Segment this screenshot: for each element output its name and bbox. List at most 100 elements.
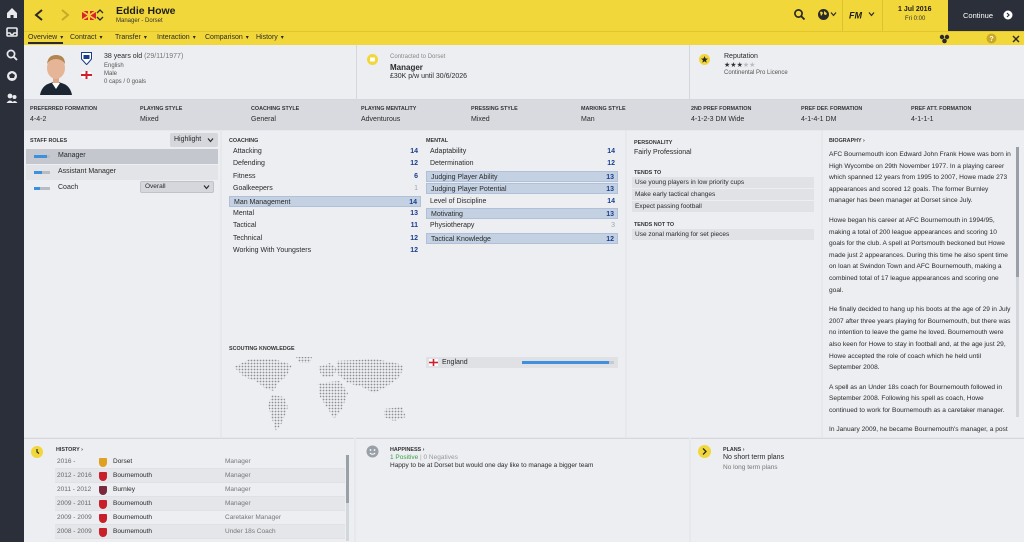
coaching-row[interactable]: Attacking 14	[229, 146, 421, 157]
coaching-row[interactable]: Technical 12	[229, 233, 421, 244]
tab-interaction[interactable]: Interaction ▾	[157, 34, 196, 41]
tends-not-title: TENDS NOT TO	[634, 222, 675, 228]
coaching-row[interactable]: Goalkeepers 1	[229, 183, 421, 194]
history-club[interactable]: Bournemouth	[113, 472, 153, 479]
history-scrollbar[interactable]	[346, 455, 349, 541]
fm-logo-icon[interactable]: FM	[849, 10, 865, 21]
continue-button[interactable]: Continue	[948, 0, 1024, 31]
history-club[interactable]: Bournemouth	[113, 528, 153, 535]
role-row-coach[interactable]: Coach	[26, 181, 218, 196]
inbox-icon[interactable]	[5, 25, 19, 39]
search-icon[interactable]	[793, 8, 806, 21]
game-time: Fri 0:00	[905, 16, 926, 22]
mental-row[interactable]: Judging Player Ability 13	[426, 170, 618, 182]
mental-value: 12	[606, 235, 614, 243]
globe-icon[interactable]	[817, 8, 830, 21]
search-icon[interactable]	[5, 48, 19, 62]
back-arrow-icon[interactable]	[34, 9, 44, 21]
history-row[interactable]: 2008 - 2009 Bournemouth Under 18s Coach	[55, 525, 345, 539]
mental-value: 13	[606, 173, 614, 181]
chevron-down-icon: ▾	[143, 35, 147, 41]
history-row[interactable]: 2009 - 2009 Bournemouth Caretaker Manager	[55, 511, 345, 525]
help-icon[interactable]: ?	[986, 33, 997, 44]
biography-paragraph: A spell as an Under 18s coach for Bourne…	[829, 383, 1005, 414]
mental-row[interactable]: Level of Discipline 14	[426, 196, 618, 207]
history-title[interactable]: HISTORY ›	[56, 447, 83, 453]
tendency-item: Use young players in low priority cups	[632, 177, 814, 188]
history-club[interactable]: Burnley	[113, 486, 136, 493]
history-club[interactable]: Dorset	[113, 458, 133, 465]
rating-star-icon: ★	[749, 62, 756, 69]
chevron-updown-icon[interactable]	[96, 8, 104, 22]
attr-label: COACHING STYLE	[251, 106, 300, 112]
plans-title[interactable]: PLANS ›	[723, 447, 745, 453]
coaching-row[interactable]: Working With Youngsters 12	[229, 245, 421, 256]
contract-icon	[367, 54, 378, 65]
reputation-stars: ★★★★★	[724, 61, 764, 69]
history-role: Under 18s Coach	[225, 528, 276, 535]
tab-label: Interaction	[157, 34, 190, 41]
coaching-row[interactable]: Man Management 14	[229, 195, 421, 207]
tab-transfer[interactable]: Transfer ▾	[115, 34, 147, 41]
history-row[interactable]: 2012 - 2016 Bournemouth Manager	[55, 469, 345, 483]
history-role: Caretaker Manager	[225, 514, 281, 521]
history-club[interactable]: Bournemouth	[113, 514, 153, 521]
biography-paragraph: He finally decided to hang up his boots …	[829, 306, 1011, 372]
home-icon[interactable]	[5, 6, 19, 20]
happiness-title[interactable]: HAPPINESS ›	[390, 447, 425, 453]
chevron-down-icon[interactable]	[830, 11, 837, 17]
mental-row[interactable]: Adaptability 14	[426, 146, 618, 157]
role-row-assistant-manager[interactable]: Assistant Manager	[26, 165, 218, 180]
scouting-icon[interactable]	[5, 69, 19, 83]
biography-title[interactable]: BIOGRAPHY ›	[829, 138, 865, 144]
mental-row[interactable]: Tactical Knowledge 12	[426, 232, 618, 244]
history-role: Manager	[225, 472, 251, 479]
chevron-down-icon	[207, 138, 214, 143]
chevron-down-icon[interactable]	[868, 11, 875, 17]
tab-overview[interactable]: Overview ▾	[28, 34, 64, 44]
role-row-manager[interactable]: Manager	[26, 149, 218, 164]
profile-header: 38 years old (29/11/1977) English Male 0…	[24, 45, 1024, 100]
coaching-row[interactable]: Tactical 11	[229, 220, 421, 231]
svg-text:FM: FM	[849, 11, 862, 21]
history-row[interactable]: 2009 - 2011 Bournemouth Manager	[55, 497, 345, 511]
coach-category-select[interactable]: Overall	[140, 181, 214, 193]
biography-paragraph: AFC Bournemouth icon Edward John Frank H…	[829, 151, 1011, 205]
dob: (29/11/1977)	[144, 53, 184, 60]
sub-tab-bar: Overview ▾ Contract ▾ Transfer ▾ Interaction ▾ C…	[24, 31, 1024, 45]
history-row[interactable]: 2011 - 2012 Burnley Manager	[55, 483, 345, 497]
history-list: 2016 - Dorset Manager 2012 - 2016 Bournemout…	[55, 455, 345, 542]
attr-label: PLAYING STYLE	[140, 106, 183, 112]
attr-label: PREFERRED FORMATION	[30, 106, 97, 112]
mental-row[interactable]: Determination 12	[426, 158, 618, 169]
tends-to-title: TENDS TO	[634, 170, 662, 176]
history-club[interactable]: Bournemouth	[113, 500, 153, 507]
mental-row[interactable]: Physiotherapy 3	[426, 220, 618, 231]
tab-comparison[interactable]: Comparison ▾	[205, 34, 249, 41]
tab-contract[interactable]: Contract ▾	[70, 34, 102, 41]
coaching-label: Fitness	[233, 172, 256, 180]
history-row[interactable]: 2016 - Dorset Manager	[55, 455, 345, 469]
tendency-text: Expect passing football	[635, 203, 702, 210]
close-icon[interactable]	[1012, 35, 1020, 43]
coaching-row[interactable]: Defending 12	[229, 158, 421, 169]
attr-label: PREF DEF. FORMATION	[801, 106, 863, 112]
coaching-row[interactable]: Fitness 6	[229, 171, 421, 182]
chevron-down-icon: ▾	[280, 35, 284, 41]
mental-label: Judging Player Potential	[431, 186, 507, 194]
tab-history[interactable]: History ▾	[256, 34, 284, 41]
forward-arrow-icon[interactable]	[60, 9, 70, 21]
contract-role: Manager	[390, 63, 423, 72]
short-term-plans: No short term plans	[723, 454, 785, 461]
coaching-row[interactable]: Mental 13	[229, 208, 421, 219]
mental-row[interactable]: Judging Player Potential 13	[426, 183, 618, 195]
mental-label: Tactical Knowledge	[431, 235, 491, 243]
staff-group-icon[interactable]	[938, 33, 951, 45]
biography-scrollbar[interactable]	[1016, 147, 1019, 417]
highlight-dropdown[interactable]: Highlight	[170, 133, 218, 147]
highlight-label: Highlight	[174, 136, 202, 143]
biography-title-text: BIOGRAPHY	[829, 138, 862, 144]
club-crest-icon	[99, 458, 107, 467]
staff-icon[interactable]	[5, 91, 19, 105]
mental-row[interactable]: Motivating 13	[426, 208, 618, 219]
